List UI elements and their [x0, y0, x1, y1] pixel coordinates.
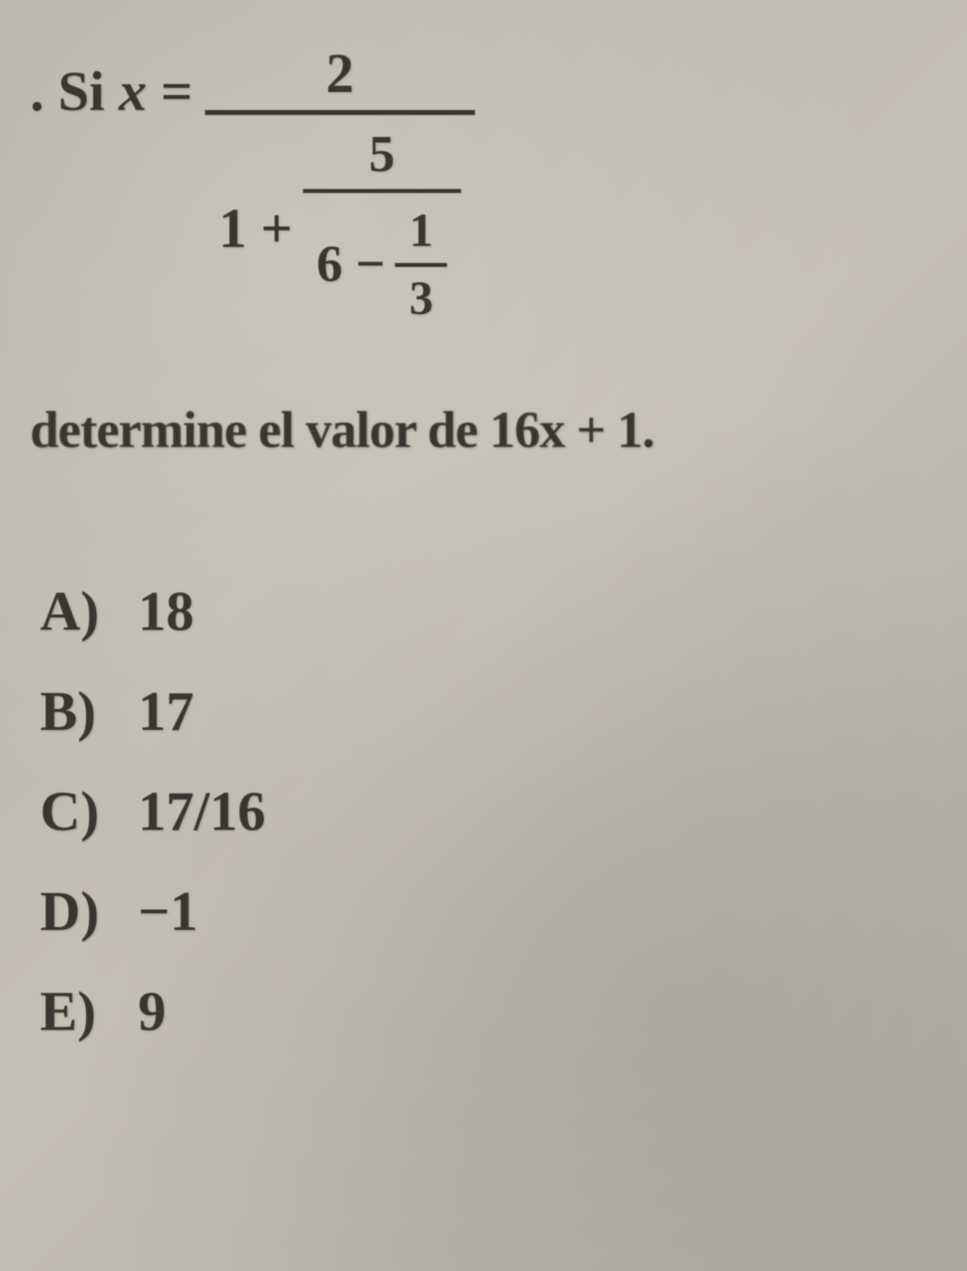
answer-options: A) 18 B) 17 C) 17/16 D) −1 E) 9 — [30, 580, 937, 1044]
innermost-numerator: 1 — [395, 201, 447, 261]
determine-text: determine el valor de 16x + 1. — [30, 401, 937, 460]
option-value: 17 — [138, 680, 194, 744]
option-label: C) — [40, 780, 120, 844]
fraction-inner: 5 6 − 1 3 — [303, 123, 462, 335]
option-value: −1 — [138, 880, 198, 944]
option-d: D) −1 — [40, 880, 937, 944]
den-left-1: 1 + — [219, 201, 293, 257]
main-numerator: 2 — [312, 40, 368, 108]
main-denominator: 1 + 5 6 − 1 3 — [205, 117, 476, 341]
fraction-innermost: 1 3 — [395, 201, 447, 329]
option-value: 9 — [138, 980, 166, 1044]
fraction-bar — [303, 189, 462, 193]
option-label: A) — [40, 580, 120, 644]
problem-equation: . Si x = 2 1 + 5 6 − 1 3 — [30, 40, 937, 341]
inner-numerator: 5 — [355, 123, 409, 187]
equation-lhs: . Si x = — [30, 60, 193, 124]
variable-x: x — [119, 61, 147, 123]
equals-sign: = — [161, 61, 193, 123]
option-value: 18 — [138, 580, 194, 644]
fraction-main: 2 1 + 5 6 − 1 3 — [205, 40, 476, 341]
option-label: E) — [40, 980, 120, 1044]
option-e: E) 9 — [40, 980, 937, 1044]
inner-denominator: 6 − 1 3 — [303, 195, 462, 335]
prefix-text: . Si — [30, 61, 105, 123]
innermost-denominator: 3 — [395, 269, 447, 329]
fraction-bar — [395, 263, 447, 267]
option-b: B) 17 — [40, 680, 937, 744]
option-label: B) — [40, 680, 120, 744]
option-value: 17/16 — [138, 780, 266, 844]
fraction-bar — [205, 110, 476, 115]
option-c: C) 17/16 — [40, 780, 937, 844]
den-left-2: 6 − — [317, 239, 386, 291]
option-a: A) 18 — [40, 580, 937, 644]
option-label: D) — [40, 880, 120, 944]
